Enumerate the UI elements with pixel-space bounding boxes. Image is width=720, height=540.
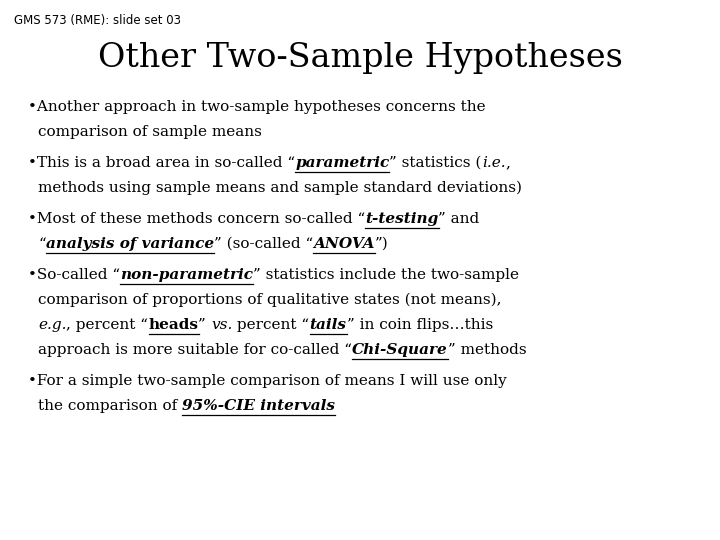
Text: the comparison of: the comparison of — [38, 399, 182, 413]
Text: •For a simple two-sample comparison of means I will use only: •For a simple two-sample comparison of m… — [28, 374, 507, 388]
Text: 95%-CIE intervals: 95%-CIE intervals — [182, 399, 335, 413]
Text: Chi-Square: Chi-Square — [352, 343, 448, 357]
Text: ” in coin flips…this: ” in coin flips…this — [346, 318, 493, 332]
Text: parametric: parametric — [295, 156, 390, 170]
Text: comparison of proportions of qualitative states (not means),: comparison of proportions of qualitative… — [38, 293, 502, 307]
Text: “: “ — [38, 237, 46, 251]
Text: heads: heads — [148, 318, 199, 332]
Text: ” methods: ” methods — [448, 343, 526, 357]
Text: comparison of sample means: comparison of sample means — [38, 125, 262, 139]
Text: ” and: ” and — [438, 212, 480, 226]
Text: tails: tails — [310, 318, 346, 332]
Text: ” (so-called “: ” (so-called “ — [214, 237, 313, 251]
Text: vs.: vs. — [211, 318, 233, 332]
Text: •This is a broad area in so-called “: •This is a broad area in so-called “ — [28, 156, 295, 170]
Text: e.g.: e.g. — [38, 318, 66, 332]
Text: Other Two-Sample Hypotheses: Other Two-Sample Hypotheses — [98, 42, 622, 74]
Text: ”: ” — [199, 318, 211, 332]
Text: percent “: percent “ — [233, 318, 310, 332]
Text: analysis of variance: analysis of variance — [46, 237, 214, 251]
Text: ” statistics (: ” statistics ( — [390, 156, 482, 170]
Text: ”): ”) — [374, 237, 388, 251]
Text: approach is more suitable for co-called “: approach is more suitable for co-called … — [38, 343, 352, 357]
Text: ” statistics include the two-sample: ” statistics include the two-sample — [253, 268, 519, 282]
Text: i.e.: i.e. — [482, 156, 505, 170]
Text: t-testing: t-testing — [365, 212, 438, 226]
Text: methods using sample means and sample standard deviations): methods using sample means and sample st… — [38, 181, 522, 195]
Text: •Most of these methods concern so-called “: •Most of these methods concern so-called… — [28, 212, 365, 226]
Text: ,: , — [505, 156, 510, 170]
Text: GMS 573 (RME): slide set 03: GMS 573 (RME): slide set 03 — [14, 14, 181, 27]
Text: , percent “: , percent “ — [66, 318, 148, 332]
Text: •So-called “: •So-called “ — [28, 268, 120, 282]
Text: •Another approach in two-sample hypotheses concerns the: •Another approach in two-sample hypothes… — [28, 100, 485, 114]
Text: ANOVA: ANOVA — [313, 237, 374, 251]
Text: non-parametric: non-parametric — [120, 268, 253, 282]
